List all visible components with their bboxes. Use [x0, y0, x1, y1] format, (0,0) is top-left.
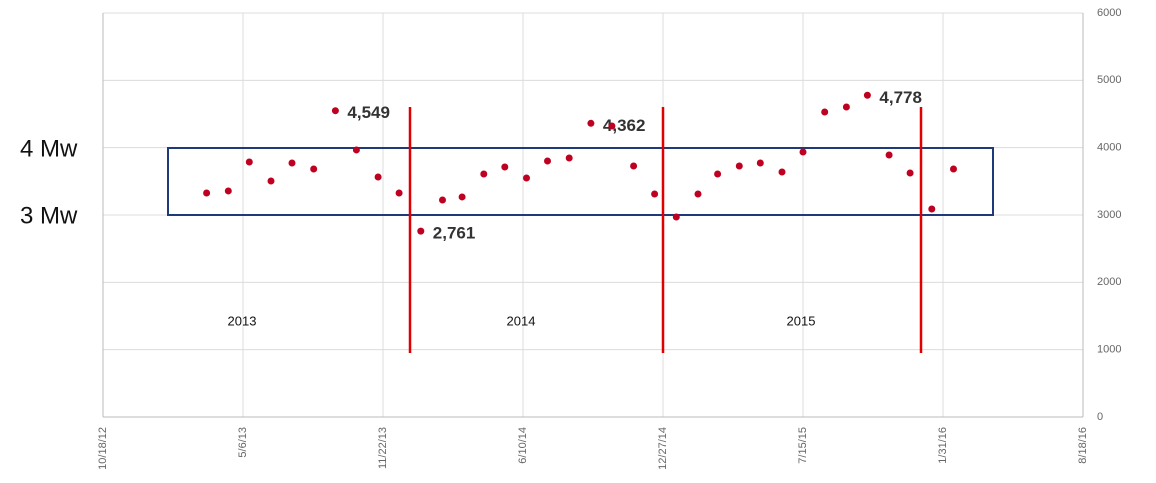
x-tick-label: 10/18/12 [97, 427, 109, 470]
y-tick-label: 3000 [1097, 209, 1121, 221]
point [885, 151, 893, 159]
point [267, 177, 275, 185]
point [439, 196, 446, 204]
point [480, 170, 488, 178]
x-tick-label: 12/27/14 [657, 427, 669, 470]
annotation: 2014 [507, 313, 536, 328]
data-label: 4,549 [347, 103, 390, 122]
y-tick-label: 5000 [1097, 74, 1121, 86]
point [842, 103, 850, 111]
point [352, 146, 360, 154]
point [714, 170, 722, 178]
point [458, 193, 466, 201]
y-tick-label: 2000 [1097, 276, 1121, 288]
point [374, 173, 382, 181]
point [288, 159, 296, 167]
point [821, 108, 829, 116]
y-tick-label: 0 [1097, 411, 1103, 423]
point [523, 174, 530, 182]
point [331, 107, 339, 115]
point [587, 119, 595, 127]
point [395, 189, 403, 197]
annotation: 4 Mw [20, 135, 78, 162]
point [245, 158, 253, 166]
point [928, 205, 936, 213]
point [672, 213, 680, 221]
data-label: 4,778 [879, 88, 922, 107]
annotation: 3 Mw [20, 202, 78, 229]
point [799, 148, 807, 156]
point [694, 190, 702, 198]
annotation: 2013 [228, 313, 257, 328]
point [544, 157, 551, 165]
point [756, 159, 764, 167]
y-tick-label: 1000 [1097, 344, 1121, 356]
point [630, 162, 638, 170]
x-tick-label: 6/10/14 [517, 427, 529, 464]
point [950, 165, 957, 173]
data-label: 4,362 [603, 116, 646, 135]
data-label: 2,761 [433, 224, 476, 243]
point [203, 189, 211, 197]
point [417, 227, 425, 235]
x-tick-label: 8/18/16 [1077, 427, 1089, 464]
point [310, 165, 318, 173]
x-tick-label: 5/6/13 [237, 427, 249, 458]
point [651, 190, 659, 198]
x-tick-label: 1/31/16 [937, 427, 949, 464]
x-tick-label: 11/22/13 [377, 427, 389, 469]
point [735, 162, 743, 170]
point [224, 187, 232, 195]
y-tick-label: 6000 [1097, 7, 1121, 19]
range-box [167, 147, 994, 216]
annotation: 2015 [787, 313, 816, 328]
point [906, 169, 914, 177]
point [608, 122, 616, 130]
x-tick-label: 7/15/15 [797, 427, 809, 464]
point [778, 168, 786, 176]
point [863, 91, 871, 99]
point [501, 163, 509, 171]
point [565, 154, 573, 162]
y-tick-label: 4000 [1097, 142, 1121, 154]
